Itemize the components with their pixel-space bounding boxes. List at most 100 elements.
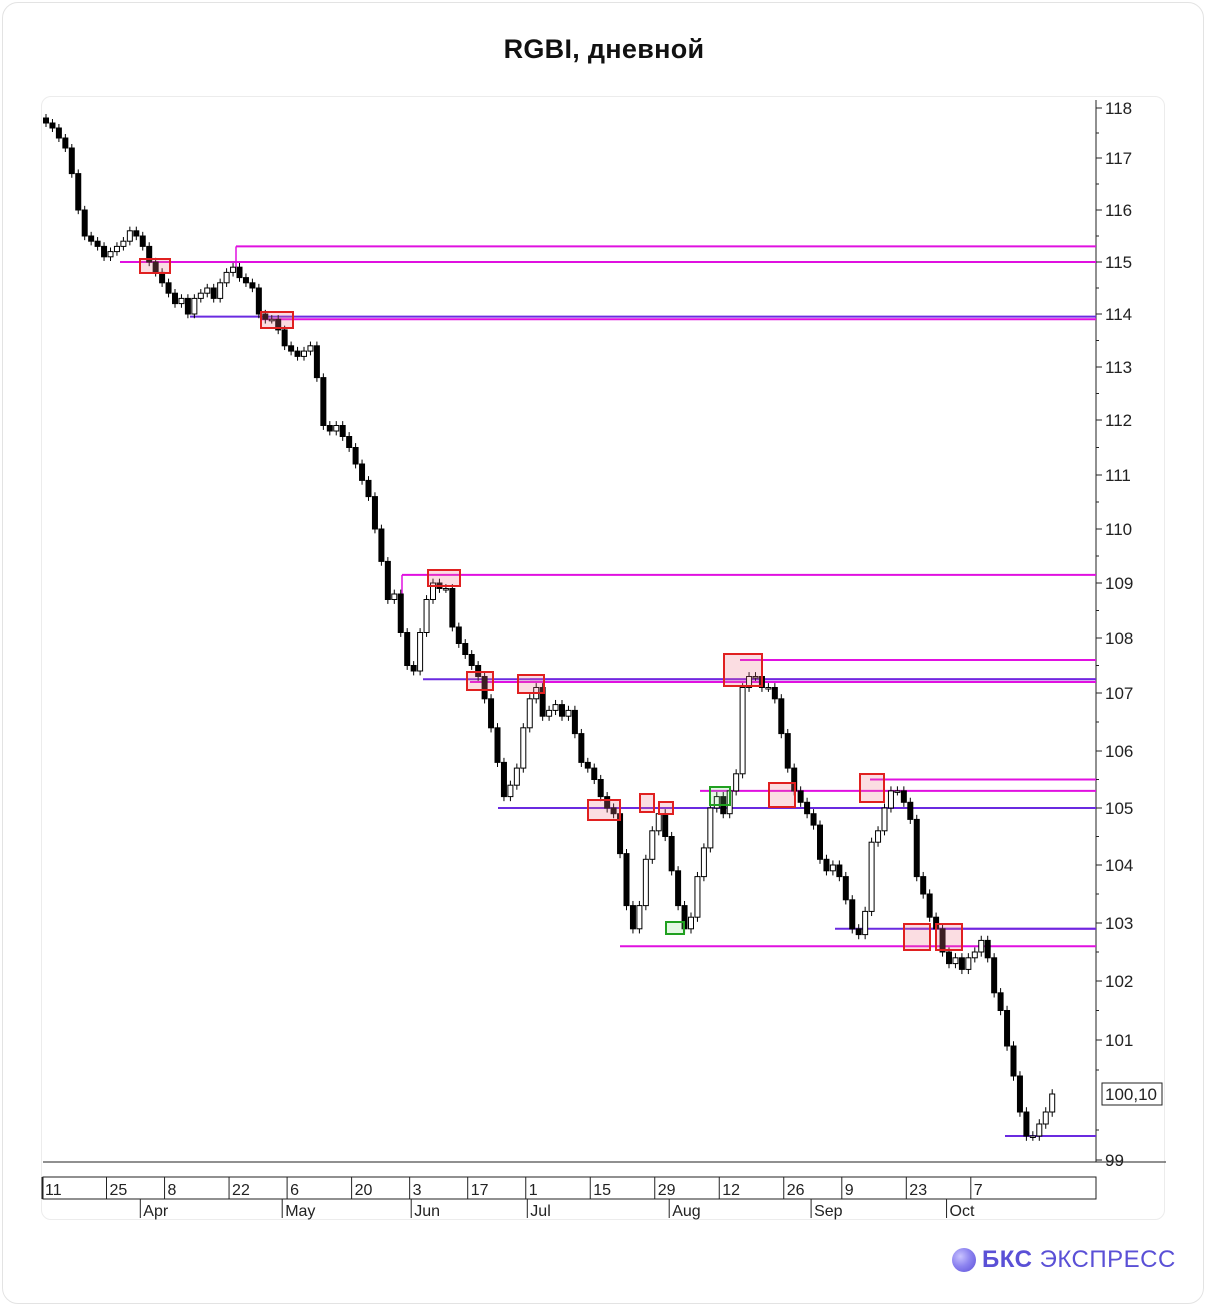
red-highlight-box (658, 801, 674, 815)
bear-candle (662, 813, 669, 838)
bear-candle (75, 173, 82, 211)
bull-candle (565, 709, 572, 717)
x-day-label: 9 (845, 1182, 854, 1199)
bear-candle (49, 122, 56, 129)
green-highlight-box (709, 786, 731, 806)
bull-candle (307, 345, 314, 352)
bear-candle (623, 853, 630, 907)
bear-candle (468, 654, 475, 666)
bear-candle (165, 282, 172, 294)
bear-candle (365, 479, 372, 498)
bear-candle (804, 801, 811, 815)
y-tick-label: 99 (1105, 1151, 1124, 1170)
brand-name-rest: ЭКСПРЕСС (1039, 1246, 1176, 1273)
bull-candle (688, 916, 694, 930)
bear-candle (778, 698, 785, 735)
bear-candle (288, 345, 295, 352)
x-day-label: 12 (722, 1182, 740, 1199)
bear-candle (462, 643, 469, 655)
bear-candle (242, 277, 249, 284)
bear-candle (629, 905, 636, 930)
bull-candle (649, 830, 656, 860)
bull-candle (655, 813, 662, 832)
green-highlight-box (665, 921, 685, 935)
bear-candle (262, 313, 269, 320)
y-tick-label: 104 (1105, 856, 1133, 875)
bear-candle (939, 928, 946, 953)
bull-candle (191, 297, 198, 315)
bear-candle (1010, 1045, 1017, 1077)
x-month-label: Sep (814, 1203, 843, 1220)
bull-candle (268, 318, 275, 322)
bull-candle (887, 790, 894, 809)
bear-candle (810, 813, 817, 826)
bear-candle (559, 704, 565, 717)
bear-candle (101, 245, 108, 258)
bear-candle (488, 698, 495, 729)
red-highlight-box (723, 653, 763, 687)
bull-candle (965, 957, 972, 970)
bear-candle (210, 287, 217, 299)
bear-candle (946, 951, 952, 965)
red-highlight-box (587, 799, 621, 821)
bear-candle (62, 137, 69, 149)
y-tick-label: 113 (1105, 358, 1132, 377)
x-day-label: 11 (45, 1182, 62, 1199)
bear-candle (236, 266, 243, 279)
bull-candle (107, 251, 114, 258)
bear-candle (784, 733, 791, 769)
bear-candle (378, 528, 385, 562)
bull-candle (1036, 1123, 1043, 1137)
bear-candle (913, 818, 920, 878)
bull-candle (642, 858, 649, 907)
bull-candle (546, 709, 553, 717)
y-tick-label: 103 (1105, 914, 1133, 933)
bear-candle (571, 709, 578, 735)
bull-candle (520, 727, 527, 769)
bear-candle (823, 858, 830, 872)
bear-candle (849, 899, 856, 930)
bull-candle (217, 282, 224, 299)
bull-candle (881, 807, 888, 832)
bear-candle (68, 147, 75, 175)
bull-candle (442, 588, 449, 591)
y-tick-label: 117 (1105, 149, 1132, 168)
red-highlight-box (260, 311, 294, 329)
red-highlight-box (517, 674, 545, 694)
bull-candle (417, 632, 424, 672)
bear-candle (668, 836, 675, 872)
bull-candle (552, 704, 559, 711)
bear-candle (1004, 1010, 1011, 1047)
bull-candle (1049, 1093, 1056, 1113)
bear-candle (55, 127, 62, 139)
y-tick-label: 114 (1105, 305, 1132, 324)
y-tick-label: 110 (1105, 520, 1132, 539)
bull-candle (733, 773, 740, 792)
bear-candle (797, 790, 804, 803)
bull-candle (1042, 1111, 1049, 1125)
bear-candle (997, 992, 1004, 1011)
y-tick-label: 118 (1105, 99, 1132, 118)
x-month-label: Apr (143, 1203, 169, 1220)
bull-candle (739, 687, 746, 775)
last-price-label: 100,10 (1105, 1085, 1157, 1104)
bull-candle (391, 593, 398, 600)
x-month-label: Jul (530, 1203, 550, 1220)
bear-candle (139, 235, 146, 247)
bear-candle (920, 876, 927, 895)
y-tick-label: 107 (1105, 684, 1133, 703)
bear-candle (900, 790, 907, 803)
bear-candle (146, 245, 153, 263)
bear-candle (500, 761, 507, 798)
x-day-label: 20 (355, 1182, 373, 1199)
y-tick-label: 115 (1105, 253, 1132, 272)
bull-candle (197, 292, 204, 299)
red-highlight-box (903, 923, 931, 951)
bull-candle (713, 796, 720, 809)
bear-candle (1016, 1075, 1023, 1113)
bear-candle (907, 801, 914, 820)
red-highlight-box (427, 569, 461, 587)
bull-candle (700, 847, 707, 878)
